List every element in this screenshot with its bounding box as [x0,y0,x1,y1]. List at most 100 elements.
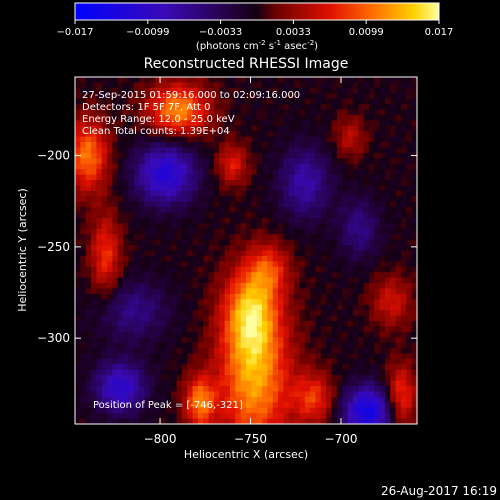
heatmap-cell [272,158,279,165]
heatmap-cell [272,196,279,203]
heatmap-cell [406,185,413,192]
heatmap-cell [181,326,188,333]
heatmap-cell [197,82,204,89]
heatmap-cell [112,283,119,290]
heatmap-cell [176,315,183,322]
heatmap-cell [133,147,140,154]
heatmap-cell [171,174,178,181]
heatmap-cell [240,136,247,143]
heatmap-cell [315,353,322,360]
heatmap-cell [219,87,226,94]
heatmap-cell [251,250,258,257]
heatmap-cell [235,163,242,170]
heatmap-cell [208,326,215,333]
heatmap-cell [165,114,172,121]
heatmap-cell [358,288,365,295]
heatmap-cell [294,217,301,224]
heatmap-cell [80,310,87,317]
heatmap-cell [347,418,354,424]
heatmap-cell [117,342,124,349]
heatmap-cell [235,185,242,192]
heatmap-cell [342,125,349,132]
heatmap-cell [96,348,103,355]
heatmap-cell [304,109,311,116]
heatmap-cell [299,180,306,187]
heatmap-cell [229,277,236,284]
heatmap-cell [390,358,397,365]
heatmap-cell [123,190,130,197]
heatmap-cell [85,114,92,121]
heatmap-cell [123,402,130,409]
heatmap-cell [358,163,365,170]
heatmap-cell [390,201,397,208]
heatmap-cell [368,87,375,94]
heatmap-cell [85,77,92,84]
heatmap-cell [411,114,417,121]
heatmap-cell [278,228,284,235]
heatmap-cell [352,283,359,290]
heatmap-cell [304,391,311,398]
heatmap-cell [411,239,417,246]
heatmap-cell [315,131,322,138]
heatmap-cell [144,299,151,306]
heatmap-cell [251,152,258,159]
heatmap-cell [246,190,252,197]
heatmap-cell [80,402,87,409]
heatmap-cell [229,407,236,414]
heatmap-cell [368,147,375,154]
heatmap-cell [187,152,194,159]
heatmap-cell [347,310,354,317]
heatmap-cell [85,402,92,409]
heatmap-cell [160,174,167,181]
heatmap-cell [310,310,317,317]
heatmap-cell [368,228,375,235]
heatmap-cell [80,255,87,262]
heatmap-cell [96,402,103,409]
heatmap-cell [256,418,263,424]
heatmap-cell [411,190,417,197]
heatmap-cell [192,413,199,420]
heatmap-cell [326,109,333,116]
heatmap-cell [219,163,226,170]
heatmap-cell [347,77,354,84]
heatmap-cell [363,293,370,300]
heatmap-cell [331,185,338,192]
heatmap-cell [310,342,317,349]
heatmap-cell [390,93,397,100]
heatmap-cell [267,310,274,317]
heatmap-cell [347,212,354,219]
heatmap-cell [107,413,113,420]
heatmap-cell [251,104,258,111]
heatmap-cell [112,250,119,257]
heatmap-cell [283,98,290,105]
heatmap-cell [288,201,295,208]
heatmap-cell [352,261,359,268]
heatmap-cell [107,402,113,409]
heatmap-cell [171,266,178,273]
heatmap-cell [400,174,407,181]
heatmap-cell [235,266,242,273]
heatmap-cell [358,375,365,382]
heatmap-cell [310,174,317,181]
heatmap-cell [96,315,103,322]
heatmap-cell [288,380,295,387]
heatmap-cell [123,82,130,89]
heatmap-cell [128,386,135,393]
heatmap-cell [278,266,284,273]
heatmap-cell [75,131,81,138]
heatmap-cell [246,402,252,409]
heatmap-cell [283,380,290,387]
heatmap-cell [213,163,220,170]
heatmap-cell [358,152,365,159]
heatmap-cell [331,217,338,224]
heatmap-cell [406,304,413,311]
heatmap-cell [347,223,354,230]
heatmap-cell [262,104,268,111]
heatmap-cell [352,185,359,192]
heatmap-cell [85,418,92,424]
heatmap-cell [176,185,183,192]
heatmap-cell [288,310,295,317]
heatmap-cell [288,245,295,252]
heatmap-cell [278,255,284,262]
heatmap-cell [112,245,119,252]
